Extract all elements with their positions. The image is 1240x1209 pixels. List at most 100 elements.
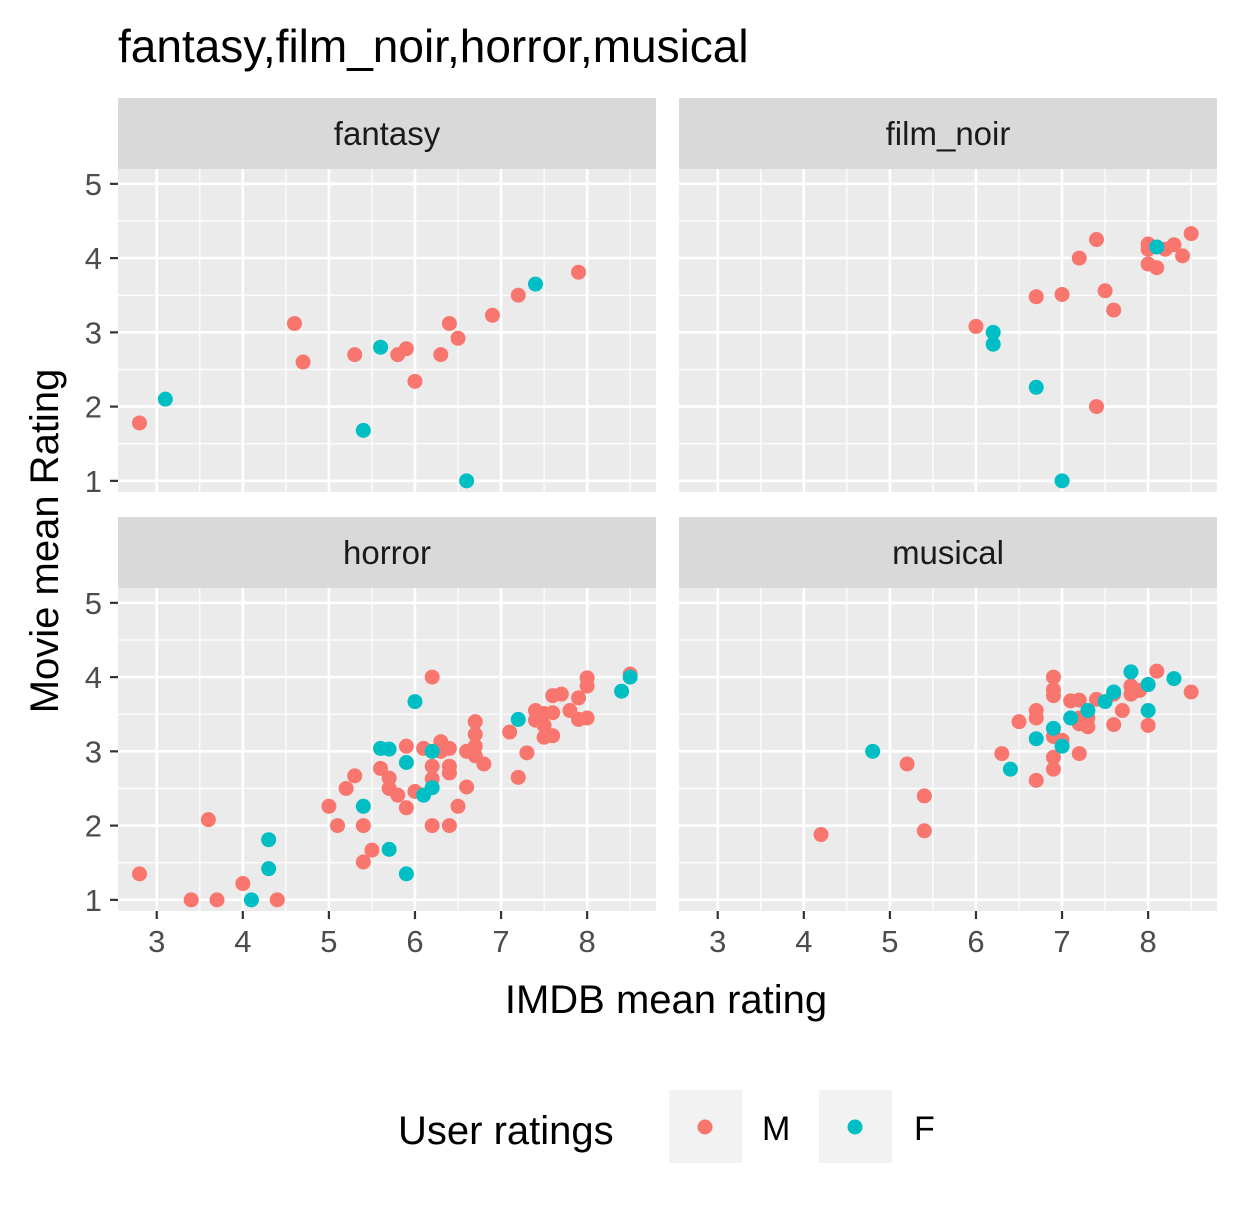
point-horror-m <box>536 717 552 733</box>
point-horror-m <box>467 726 483 742</box>
point-film_noir-m <box>1088 232 1104 248</box>
strip-musical <box>679 517 1217 588</box>
point-fantasy-m <box>441 315 457 331</box>
point-musical-f <box>1054 738 1070 754</box>
point-horror-m <box>269 892 285 908</box>
y-tick-label: 2 <box>85 390 102 425</box>
point-fantasy-f <box>157 391 173 407</box>
y-tick-label: 2 <box>85 809 102 844</box>
point-horror-m <box>450 798 466 814</box>
point-musical-m <box>1045 688 1061 704</box>
x-tick-label: 7 <box>492 924 509 959</box>
x-tick-label: 3 <box>148 924 165 959</box>
point-film_noir-m <box>1166 237 1182 253</box>
point-horror-m <box>209 892 225 908</box>
point-horror-m <box>235 876 251 892</box>
point-musical-f <box>1140 703 1156 719</box>
point-horror-m <box>338 780 354 796</box>
point-horror-f <box>381 741 397 757</box>
point-film_noir-m <box>1183 226 1199 242</box>
point-horror-m <box>424 669 440 685</box>
y-tick-label: 3 <box>85 315 102 350</box>
point-horror-m <box>502 724 518 740</box>
plot-area-fantasy <box>118 169 656 492</box>
point-horror-m <box>467 714 483 730</box>
point-horror-m <box>424 758 440 774</box>
point-film_noir-f <box>985 324 1001 340</box>
point-horror-f <box>614 683 630 699</box>
strip-label-film_noir: film_noir <box>886 115 1011 152</box>
point-film_noir-m <box>1054 286 1070 302</box>
point-film_noir-m <box>1088 399 1104 415</box>
point-horror-m <box>545 728 561 744</box>
y-tick-label: 5 <box>85 586 102 621</box>
point-horror-m <box>398 800 414 816</box>
point-horror-m <box>579 710 595 726</box>
point-fantasy-m <box>286 315 302 331</box>
point-horror-m <box>553 686 569 702</box>
x-tick-label: 8 <box>1140 924 1157 959</box>
point-musical-m <box>899 756 915 772</box>
y-tick-label: 5 <box>85 167 102 202</box>
legend: User ratings M F <box>398 1090 935 1163</box>
legend-key-m-marker <box>697 1119 713 1135</box>
point-horror-m <box>373 760 389 776</box>
point-horror-m <box>347 768 363 784</box>
point-musical-m <box>1045 749 1061 765</box>
point-film_noir-f <box>1054 473 1070 489</box>
point-horror-f <box>398 754 414 770</box>
point-horror-f <box>261 832 277 848</box>
point-film_noir-m <box>1149 260 1165 276</box>
point-fantasy-m <box>132 415 148 431</box>
point-musical-m <box>1114 703 1130 719</box>
x-tick-label: 4 <box>234 924 251 959</box>
point-musical-f <box>1063 710 1079 726</box>
point-film_noir-f <box>1028 379 1044 395</box>
point-horror-m <box>355 818 371 834</box>
point-musical-m <box>1106 717 1122 733</box>
point-musical-m <box>1011 714 1027 730</box>
point-film_noir-m <box>1175 248 1191 264</box>
point-horror-f <box>424 743 440 759</box>
point-musical-m <box>1140 717 1156 733</box>
point-musical-m <box>916 823 932 839</box>
point-horror-f <box>243 892 259 908</box>
x-tick-label: 3 <box>709 924 726 959</box>
point-musical-m <box>1028 710 1044 726</box>
x-tick-label: 6 <box>406 924 423 959</box>
point-horror-m <box>441 818 457 834</box>
point-horror-m <box>355 854 371 870</box>
point-fantasy-m <box>433 347 449 363</box>
point-musical-m <box>1045 761 1061 777</box>
point-horror-m <box>381 770 397 786</box>
plot-area-musical <box>679 588 1217 911</box>
y-tick-label: 3 <box>85 734 102 769</box>
point-horror-f <box>424 780 440 796</box>
point-horror-m <box>579 678 595 694</box>
point-horror-m <box>200 812 216 828</box>
legend-label-m: M <box>762 1110 790 1148</box>
point-horror-m <box>459 779 475 795</box>
point-film_noir-f <box>985 336 1001 352</box>
x-tick-label: 5 <box>881 924 898 959</box>
point-horror-m <box>330 818 346 834</box>
strip-horror <box>118 517 656 588</box>
point-fantasy-m <box>510 287 526 303</box>
point-horror-m <box>510 769 526 785</box>
point-horror-f <box>261 861 277 877</box>
point-horror-f <box>398 866 414 882</box>
panel-film_noir: film_noir <box>674 98 1217 492</box>
point-horror-m <box>441 740 457 756</box>
panel-horror: horror 1 2 3 4 5 3 4 5 6 7 8 <box>85 517 656 959</box>
point-musical-f <box>1028 731 1044 747</box>
panel-musical: musical 3 4 5 6 7 8 <box>674 517 1217 959</box>
x-tick-label: 4 <box>795 924 812 959</box>
point-musical-m <box>1149 663 1165 679</box>
point-musical-f <box>1166 671 1182 687</box>
point-fantasy-f <box>373 339 389 355</box>
point-horror-m <box>441 765 457 781</box>
point-horror-f <box>355 798 371 814</box>
point-musical-m <box>1183 684 1199 700</box>
x-tick-label: 5 <box>320 924 337 959</box>
